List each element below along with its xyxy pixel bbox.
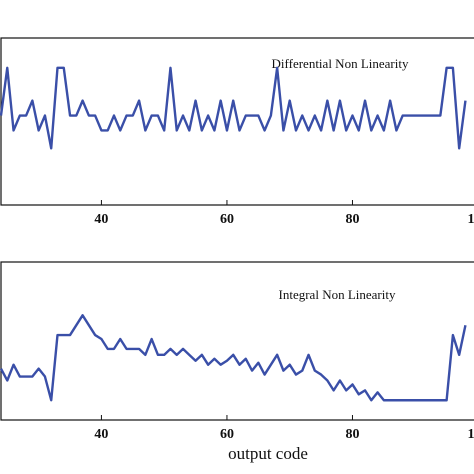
x-tick-label: 40	[94, 212, 108, 227]
x-tick-label: 100	[468, 212, 474, 227]
plot-frame	[0, 261, 474, 421]
x-tick-label: 40	[94, 427, 108, 442]
x-tick-label: 80	[345, 212, 359, 227]
plot-frame	[0, 37, 474, 206]
annotation: Integral Non Linearity	[279, 287, 396, 302]
annotation: Differential Non Linearity	[272, 56, 409, 71]
data-line	[0, 314, 467, 402]
x-tick-label: 80	[345, 427, 359, 442]
x-tick-label: 60	[220, 212, 234, 227]
x-tick-label: 60	[220, 427, 234, 442]
data-line	[0, 66, 467, 150]
x-tick-label: 100	[468, 427, 474, 442]
x-axis-label: output code	[228, 444, 308, 463]
